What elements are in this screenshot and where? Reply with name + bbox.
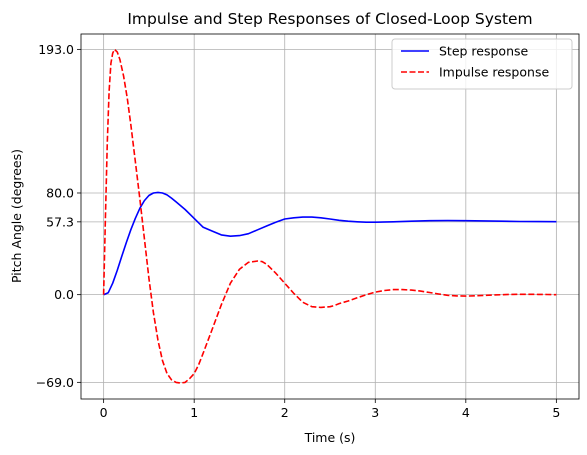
- x-tick-label: 1: [190, 405, 198, 420]
- plot-series: [102, 48, 557, 384]
- legend-label-step-response: Step response: [439, 44, 529, 59]
- grid: [81, 34, 579, 399]
- x-tick-label: 5: [552, 405, 560, 420]
- x-tick-label: 4: [462, 405, 470, 420]
- x-axis: 0 1 2 3 4 5: [100, 399, 560, 420]
- y-tick-label: 0.0: [54, 287, 74, 302]
- x-axis-label: Time (s): [304, 430, 356, 445]
- y-axis-label: Pitch Angle (degrees): [9, 149, 24, 283]
- x-tick-label: 3: [371, 405, 379, 420]
- series-line-step-response: [103, 191, 557, 296]
- series-line-impulse-response: [102, 48, 557, 384]
- legend-label-impulse-response: Impulse response: [439, 65, 549, 80]
- y-tick-label: 57.3: [46, 214, 74, 229]
- plot-area-frame: [80, 33, 580, 400]
- chart-title: Impulse and Step Responses of Closed-Loo…: [127, 10, 532, 28]
- x-tick-label: 2: [281, 405, 289, 420]
- y-axis: −69.0 0.0 57.3 80.0 193.0: [36, 42, 81, 390]
- legend-box: [391, 38, 573, 90]
- y-tick-label: 193.0: [38, 42, 74, 57]
- y-tick-label: 80.0: [46, 185, 74, 200]
- y-tick-label: −69.0: [36, 375, 74, 390]
- x-tick-label: 0: [100, 405, 108, 420]
- legend: Step response Impulse response: [391, 38, 573, 90]
